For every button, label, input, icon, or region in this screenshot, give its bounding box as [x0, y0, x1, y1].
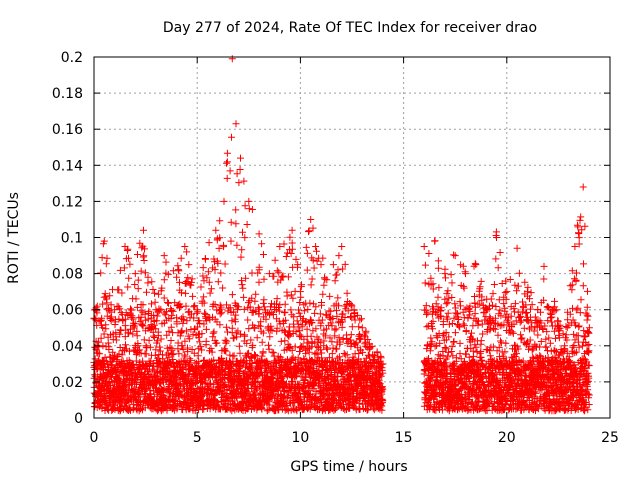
x-tick-label: 10	[291, 430, 309, 446]
axis-ticks	[93, 56, 611, 419]
chart-title: Day 277 of 2024, Rate Of TEC Index for r…	[163, 20, 537, 36]
x-tick-label: 5	[193, 430, 202, 446]
y-tick-label: 0.16	[52, 122, 83, 138]
y-tick-label: 0.02	[52, 375, 83, 391]
x-axis-title: GPS time / hours	[290, 459, 407, 475]
x-tick-label: 0	[90, 430, 99, 446]
y-tick-label: 0.06	[52, 303, 83, 319]
y-tick-label: 0.14	[52, 158, 83, 174]
x-tick-label: 15	[395, 430, 413, 446]
y-tick-label: 0	[74, 411, 83, 427]
y-tick-label: 0.12	[52, 194, 83, 210]
y-tick-label: 0.04	[52, 339, 83, 355]
y-tick-label: 0.08	[52, 267, 83, 283]
x-tick-label: 20	[498, 430, 516, 446]
x-tick-label: 25	[601, 430, 619, 446]
y-tick-label: 0.2	[61, 50, 83, 66]
y-tick-label: 0.1	[61, 231, 83, 247]
tick-labels: 0 0.02 0.04 0.06 0.08 0.1 0.12 0.14 0.16 0.18 0.2 0…	[52, 50, 619, 446]
y-axis-title: ROTI / TECUs	[6, 192, 22, 284]
y-tick-label: 0.18	[52, 86, 83, 102]
